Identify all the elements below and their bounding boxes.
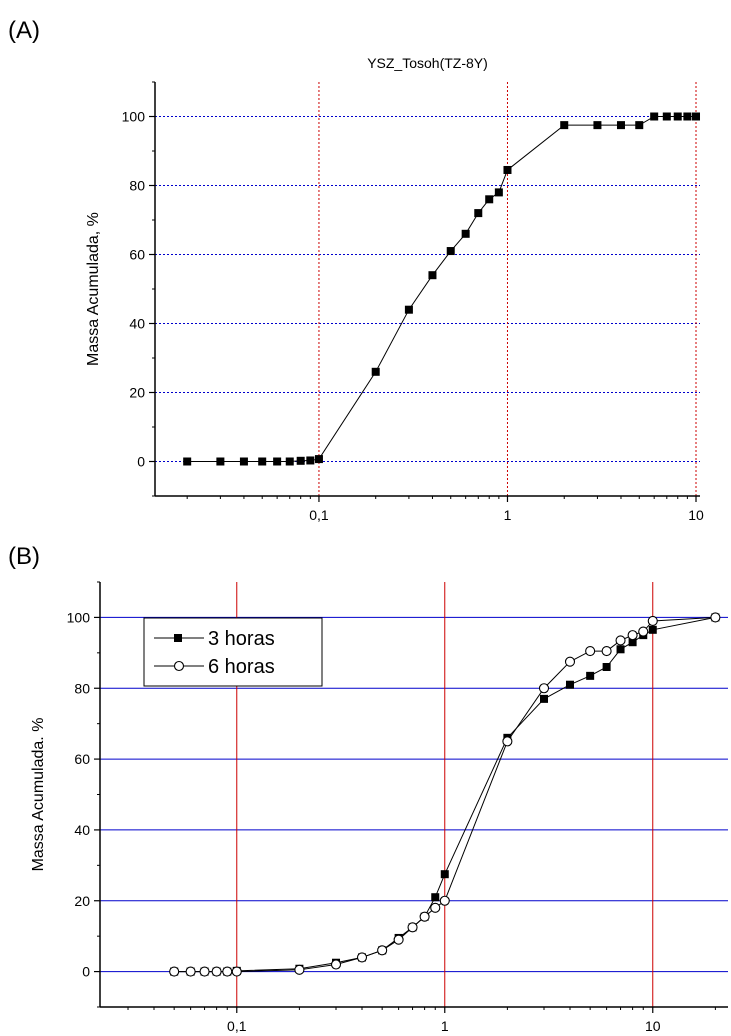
panel-a-data-point-square	[296, 456, 305, 465]
panel-a-data-point-square	[560, 121, 569, 130]
panel-a-data-point-square	[593, 121, 602, 130]
panel-a-title: YSZ_Tosoh(TZ-8Y)	[367, 55, 488, 71]
panel-b-data-point-circle	[538, 683, 550, 694]
panel-a-data-point-square	[461, 229, 470, 238]
panel-a-data-point-square	[404, 305, 413, 314]
panel-b-data-point-circle	[294, 964, 305, 975]
panel-b-data-point-circle	[710, 612, 721, 623]
panel-a-x-tick-label: 10	[688, 507, 704, 523]
panel-a-y-tick-label: 60	[129, 247, 145, 263]
panel-a-data-point-square	[673, 112, 682, 121]
panel-b-data-point-square	[648, 625, 657, 634]
panel-a-data-point-square	[216, 457, 225, 466]
panel-a-data-point-square	[273, 457, 282, 466]
panel-a-data-point-square	[474, 209, 483, 218]
panel-a-y-tick-label: 20	[129, 385, 145, 401]
panel-a-y-tick-label: 80	[129, 178, 145, 194]
panel-b-data-point-circle	[627, 630, 638, 641]
panel-b-data-point-circle	[502, 736, 513, 747]
panel-b-data-point-circle	[222, 966, 233, 977]
panel-a-data-point-square	[650, 112, 659, 121]
panel-b-data-point-circle	[169, 966, 180, 977]
panel-b-data-point-circle	[330, 959, 342, 970]
panel-b-x-tick-label: 1	[441, 1018, 449, 1034]
panel-b-data-point-circle	[356, 952, 368, 963]
panel-b-data-point-circle	[407, 922, 418, 933]
panel-b-data-point-circle	[393, 934, 404, 945]
panel-b-data-point-circle	[419, 911, 430, 922]
panel-b-data-point-circle	[211, 966, 222, 977]
panel-b-data-point-square	[586, 671, 595, 680]
panel-a-data-point-square	[239, 457, 248, 466]
panel-a-data-point-square	[503, 165, 512, 174]
panel-b-legend-label: 6 horas	[208, 656, 275, 678]
panel-a-data-point-square	[494, 188, 503, 197]
panel-b-data-point-circle	[647, 615, 658, 627]
panel-a-x-tick-label: 1	[504, 507, 512, 523]
panel-a-data-point-square	[446, 247, 455, 256]
panel-a-data-point-square	[662, 112, 671, 121]
panel-a-data-point-square	[285, 457, 294, 466]
panel-a-data-point-square	[683, 112, 692, 121]
panel-b-data-point-square	[431, 893, 440, 902]
panel-a-y-tick-label: 0	[137, 454, 145, 470]
panel-b-data-point-circle	[615, 635, 626, 646]
panel-b-data-point-square	[616, 645, 625, 654]
panel-a-data-point-square	[428, 271, 437, 280]
panel-b-legend-marker-square	[174, 634, 182, 642]
panel-b-data-point-circle	[585, 646, 596, 657]
panel-a-data-point-square	[616, 121, 625, 130]
panel-a-data-point-square	[371, 367, 380, 376]
panel-b-data-point-circle	[377, 945, 388, 956]
panel-b-x-tick-label: 10	[645, 1018, 661, 1034]
panel-b-label: (B)	[8, 543, 40, 570]
panel-b-data-point-square	[565, 680, 574, 689]
panel-b-legend-marker-circle	[173, 660, 185, 672]
panel-b-data-point-circle	[601, 646, 612, 657]
panel-b-data-point-circle	[199, 966, 210, 977]
panel-b-data-point-circle	[430, 902, 441, 913]
panel-a-x-tick-label: 0,1	[309, 507, 329, 523]
panel-a-label: (A)	[8, 17, 40, 44]
panel-a-data-point-square	[258, 457, 267, 466]
panel-b-data-point-circle	[231, 966, 242, 977]
panel-b-legend-box	[143, 617, 323, 687]
panel-a-data-point-square	[635, 121, 644, 130]
panel-a-y-tick-label: 40	[129, 316, 145, 332]
panel-b-data-point-circle	[638, 626, 649, 637]
panel-b-data-point-square	[628, 638, 637, 647]
panel-b-data-point-circle	[185, 966, 196, 977]
panel-a-y-axis-label: Massa Acumulada, %	[85, 212, 102, 366]
panel-b-data-point-square	[602, 663, 611, 671]
panel-b-y-tick-label: 80	[74, 680, 90, 696]
panel-b-data-point-circle	[439, 895, 450, 906]
panel-a-data-point-square	[314, 455, 323, 464]
panel-a-data-point-square	[183, 457, 192, 466]
panel-b-data-point-circle	[564, 656, 576, 667]
panel-b-y-tick-label: 100	[67, 609, 91, 625]
panel-b-y-tick-label: 0	[82, 964, 90, 980]
panel-b-legend-label: 3 horas	[208, 628, 275, 650]
panel-a-series-line	[187, 116, 697, 462]
panel-b-y-tick-label: 60	[74, 751, 90, 767]
panel-b-y-tick-label: 20	[74, 893, 90, 909]
panel-b-data-point-square	[440, 870, 449, 879]
panel-b-y-axis-label: Massa Acumulada. %	[30, 718, 47, 872]
panel-b-x-tick-label: 0,1	[227, 1018, 247, 1034]
panel-a-y-tick-label: 100	[122, 109, 146, 125]
panel-a-data-point-square	[306, 456, 315, 465]
panel-b-y-tick-label: 40	[74, 822, 90, 838]
panel-b-data-point-square	[540, 694, 549, 703]
panel-a-data-point-square	[485, 195, 494, 204]
panel-a-data-point-square	[692, 112, 701, 121]
